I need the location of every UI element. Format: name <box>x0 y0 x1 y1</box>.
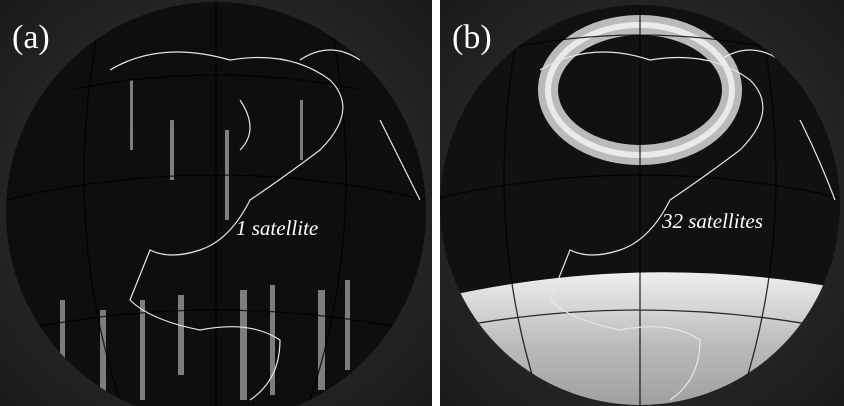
figure: (a) 1 satellite (b) 32 satellites <box>0 0 844 406</box>
panel-caption: 32 satellites <box>661 209 763 233</box>
panel-a: (a) 1 satellite <box>0 0 432 406</box>
panel-b: (b) 32 satellites <box>430 0 844 406</box>
panel-caption: 1 satellite <box>236 216 318 240</box>
panel-label: (b) <box>452 19 492 56</box>
panel-label: (a) <box>12 19 50 56</box>
